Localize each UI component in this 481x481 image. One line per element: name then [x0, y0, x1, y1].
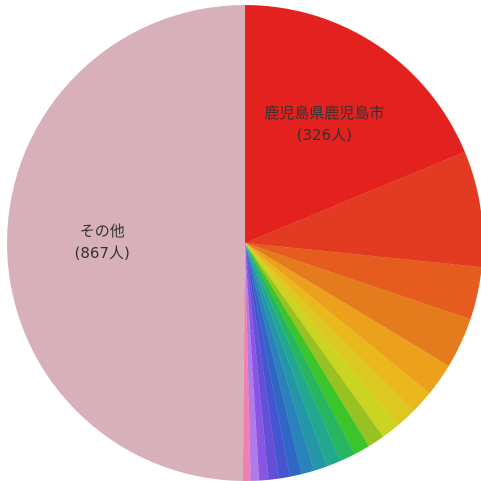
pie-slice — [245, 5, 465, 243]
pie-slice — [245, 243, 315, 475]
pie-slice — [245, 243, 355, 461]
pie-slice — [245, 243, 399, 437]
pie-slice — [245, 243, 414, 426]
pie-slice — [245, 243, 471, 366]
slice-value-label: (867人) — [75, 244, 130, 262]
pie-slice — [245, 243, 290, 479]
slice-label: 鹿児島県鹿児島市 — [264, 104, 384, 122]
pie-slice — [245, 243, 430, 412]
pie-slice — [242, 243, 251, 481]
pie-slice — [6, 5, 245, 481]
slice-value-label: (326人) — [297, 126, 352, 144]
pie-slice — [245, 243, 328, 471]
pie-slice — [245, 243, 449, 394]
pie-slice — [245, 243, 269, 481]
pie-slice — [245, 243, 481, 320]
pie-slice — [245, 243, 384, 447]
slice-label: その他 — [80, 222, 125, 240]
pie-slice — [245, 243, 279, 480]
pie-slice — [245, 243, 302, 477]
pie-slice — [245, 151, 481, 268]
pie-slice — [245, 243, 341, 467]
pie-slice — [245, 243, 369, 455]
pie-slice — [245, 243, 260, 481]
